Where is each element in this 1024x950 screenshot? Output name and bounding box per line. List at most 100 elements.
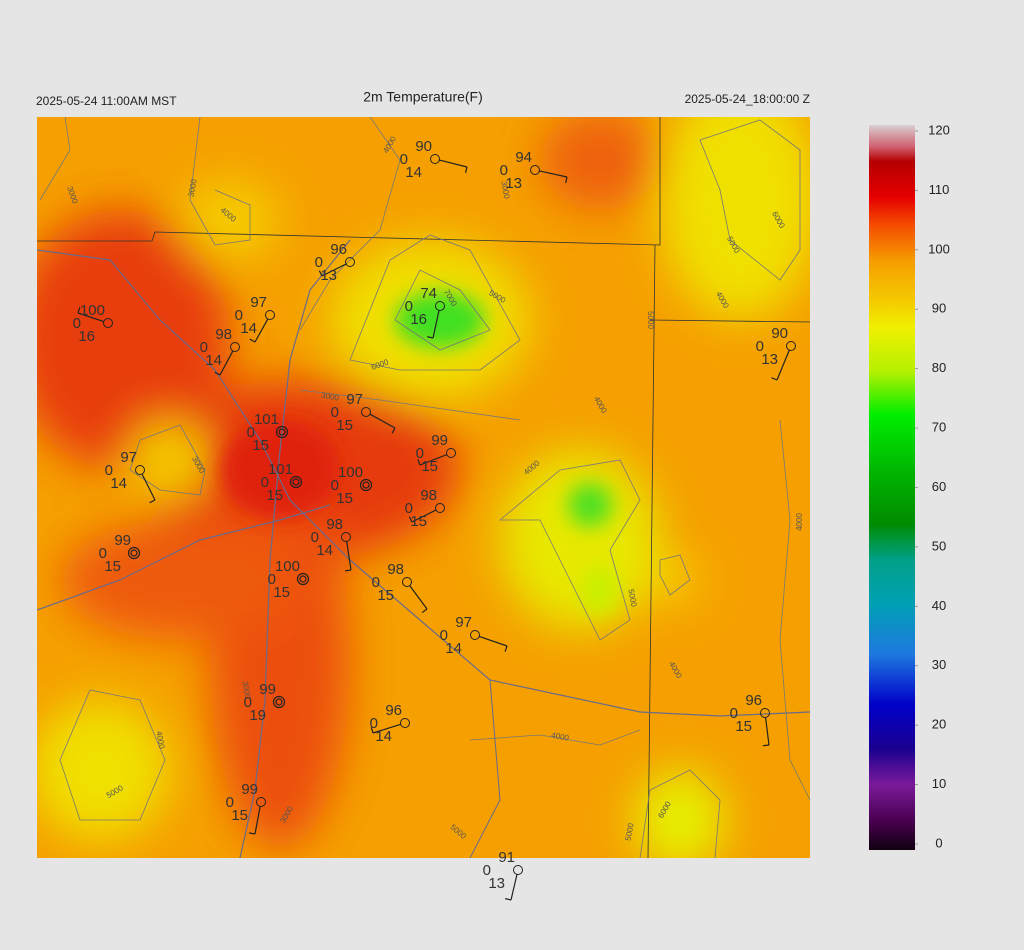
station-circle <box>513 865 523 875</box>
wind-barb-tick <box>318 270 323 277</box>
contour-label: 3000 <box>499 180 511 200</box>
station-temperature: 101 <box>268 461 293 478</box>
station: 97 014 <box>105 449 156 504</box>
station: 98 015 <box>405 487 445 530</box>
station-dewpoint: 15 <box>410 513 427 530</box>
field-region <box>37 700 170 840</box>
contour-label: 3000 <box>187 178 199 198</box>
field-region <box>130 420 210 500</box>
station-calm-inner <box>130 549 138 557</box>
contour-label: 4000 <box>551 731 571 743</box>
station-code: 0 <box>372 574 380 591</box>
wind-barb <box>77 312 104 323</box>
station-calm-inner <box>292 478 300 486</box>
colorbar-tick-label: 0 <box>935 835 942 850</box>
station-circle <box>435 301 445 311</box>
station: 97 014 <box>440 614 508 657</box>
contour <box>39 117 71 201</box>
station: 99 015 <box>226 781 266 835</box>
wind-barb-tick <box>504 645 508 652</box>
station-circle <box>400 718 410 728</box>
field-region <box>650 555 700 605</box>
station-temperature: 96 <box>385 702 402 719</box>
colorbar-tick-label: 80 <box>932 360 946 375</box>
station-dewpoint: 13 <box>320 267 337 284</box>
contour-label: 3000 <box>240 680 252 700</box>
colorbar-tick-label: 20 <box>932 717 946 732</box>
station: 99 015 <box>99 532 141 575</box>
boundary <box>37 117 661 246</box>
station-temperature: 96 <box>745 692 762 709</box>
stations: 9001494013960137401610001697014980149001… <box>73 138 796 901</box>
wind-barb <box>419 454 448 466</box>
wind-barb-tick <box>408 516 413 523</box>
field-region <box>635 770 725 858</box>
wind-barb-tick <box>417 459 421 466</box>
station-code: 0 <box>500 162 508 179</box>
station: 99 019 <box>244 681 286 724</box>
station-code: 0 <box>370 715 378 732</box>
station-dewpoint: 14 <box>375 728 392 745</box>
station-circle <box>361 407 371 417</box>
station-dewpoint: 15 <box>252 437 269 454</box>
station-circle <box>786 341 796 351</box>
contour <box>349 234 521 371</box>
road <box>469 679 501 858</box>
station-dewpoint: 13 <box>488 875 505 892</box>
contour <box>59 689 166 821</box>
wind-barb-tick <box>505 898 512 901</box>
wind-barb-tick <box>464 166 468 173</box>
station-code: 0 <box>226 794 234 811</box>
station-code: 0 <box>200 339 208 356</box>
station-dewpoint: 15 <box>336 417 353 434</box>
contour-label: 5000 <box>624 822 636 842</box>
station-circle <box>760 708 770 718</box>
station-code: 0 <box>331 404 339 421</box>
station-temperature: 100 <box>275 558 300 575</box>
station-code: 0 <box>261 474 269 491</box>
contour <box>469 729 641 746</box>
station: 90 013 <box>756 325 796 381</box>
station-temperature: 98 <box>387 561 404 578</box>
station-dewpoint: 14 <box>445 640 462 657</box>
station-calm-outer <box>359 478 373 492</box>
boundary <box>649 319 810 323</box>
station-temperature: 97 <box>346 391 363 408</box>
station: 96 014 <box>370 702 410 745</box>
station: 90 014 <box>400 138 468 181</box>
station-temperature: 97 <box>455 614 472 631</box>
station-code: 0 <box>756 338 764 355</box>
station-temperature: 94 <box>515 149 532 166</box>
station-code: 0 <box>315 254 323 271</box>
wind-barb-tick <box>344 569 352 572</box>
wind-barb <box>254 806 261 835</box>
road <box>37 249 810 717</box>
wind-barb-tick <box>565 176 568 183</box>
colorbar-tick-label: 70 <box>932 420 946 435</box>
station-code: 0 <box>73 315 81 332</box>
station-calm-outer <box>127 546 141 560</box>
wind-barb <box>479 635 508 647</box>
station-temperature: 100 <box>80 302 105 319</box>
colorbar-tick-label: 40 <box>932 598 946 613</box>
station-temperature: 98 <box>215 326 232 343</box>
station-temperature: 99 <box>259 681 276 698</box>
wind-barb-tick <box>77 307 81 314</box>
wind-barb <box>539 170 568 178</box>
station-circle <box>230 342 240 352</box>
station-calm-inner <box>275 698 283 706</box>
station-circle <box>530 165 540 175</box>
station-code: 0 <box>440 627 448 644</box>
station-circle <box>402 577 412 587</box>
contour <box>659 554 691 596</box>
station-calm-inner <box>299 575 307 583</box>
colorbar-tick-label: 110 <box>929 182 950 197</box>
station-code: 0 <box>99 545 107 562</box>
wind-barb-tick <box>762 744 770 747</box>
station-dewpoint: 15 <box>421 458 438 475</box>
contour-label: 4000 <box>795 513 804 531</box>
